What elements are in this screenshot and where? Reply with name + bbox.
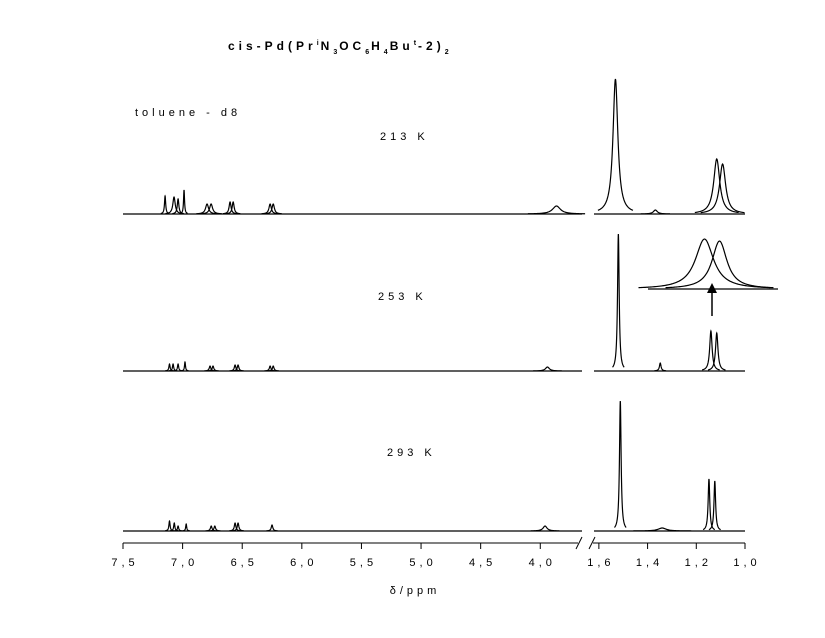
chart-title: cis-Pd(PriN3OC6H4But-2)2 xyxy=(228,39,451,56)
series-label: 293 K xyxy=(387,447,436,459)
x-tick-label: 6,0 xyxy=(290,557,317,569)
peak xyxy=(229,522,241,532)
peak xyxy=(182,523,190,532)
x-tick-label: 7,5 xyxy=(111,557,138,569)
title-part: cis-Pd(Pr xyxy=(228,39,317,53)
x-tick-label: 5,5 xyxy=(350,557,377,569)
peak xyxy=(225,201,241,215)
peak xyxy=(173,363,183,372)
peak xyxy=(232,522,244,532)
solvent-label: toluene - d8 xyxy=(135,107,241,119)
axis-break xyxy=(575,536,583,550)
x-tick-label: 1,2 xyxy=(685,557,712,569)
x-tick-label: 1,0 xyxy=(733,557,760,569)
title-part: 4 xyxy=(384,49,390,56)
peak xyxy=(267,365,279,372)
peak xyxy=(612,233,625,368)
peak xyxy=(204,365,216,372)
peak xyxy=(169,522,179,532)
title-part: t xyxy=(414,40,418,47)
title-part: 3 xyxy=(333,49,339,56)
x-tick-label: 4,0 xyxy=(529,557,556,569)
peak xyxy=(264,365,276,372)
series-label: 213 K xyxy=(380,131,429,143)
title-part: -2) xyxy=(418,39,445,53)
peak xyxy=(700,162,745,214)
peak xyxy=(638,238,771,289)
axis-break xyxy=(588,536,596,550)
peak xyxy=(632,527,692,532)
peak xyxy=(200,203,222,215)
peak xyxy=(229,364,241,372)
peak xyxy=(180,189,188,214)
peak xyxy=(266,524,278,532)
peak xyxy=(207,365,219,372)
title-part: 2 xyxy=(445,49,451,56)
peak xyxy=(222,201,238,215)
peak xyxy=(640,209,670,215)
peak xyxy=(701,329,720,371)
title-part: 6 xyxy=(365,49,371,56)
peak xyxy=(708,480,721,531)
x-tick-label: 1,6 xyxy=(587,557,614,569)
x-tick-label: 1,4 xyxy=(636,557,663,569)
peak xyxy=(196,203,218,215)
peak xyxy=(165,363,174,372)
peak xyxy=(165,196,183,215)
peak xyxy=(694,157,739,214)
peak xyxy=(173,525,183,532)
arrow-head xyxy=(707,283,717,293)
x-tick-label: 4,5 xyxy=(469,557,496,569)
x-tick-label: 5,0 xyxy=(409,557,436,569)
x-axis-label: δ/ppm xyxy=(390,585,441,597)
peak xyxy=(527,205,586,215)
title-part: i xyxy=(317,40,321,47)
title-part: H xyxy=(371,39,384,53)
peak xyxy=(264,203,282,215)
peak xyxy=(181,360,189,372)
title-part: Bu xyxy=(390,39,414,53)
peak xyxy=(160,194,170,215)
peak xyxy=(232,364,244,372)
peak xyxy=(261,203,279,215)
peak xyxy=(533,366,562,372)
peak xyxy=(707,331,726,371)
peak xyxy=(530,525,560,532)
peak xyxy=(205,525,217,532)
title-part: N xyxy=(321,39,334,53)
peak xyxy=(613,400,627,528)
peak xyxy=(654,362,667,372)
peak xyxy=(597,78,634,211)
title-part: OC xyxy=(339,39,365,53)
x-tick-label: 6,5 xyxy=(231,557,258,569)
x-tick-label: 7,0 xyxy=(171,557,198,569)
peak xyxy=(209,525,221,532)
series-label: 253 K xyxy=(378,291,427,303)
peak xyxy=(665,240,774,289)
peak xyxy=(702,478,716,531)
